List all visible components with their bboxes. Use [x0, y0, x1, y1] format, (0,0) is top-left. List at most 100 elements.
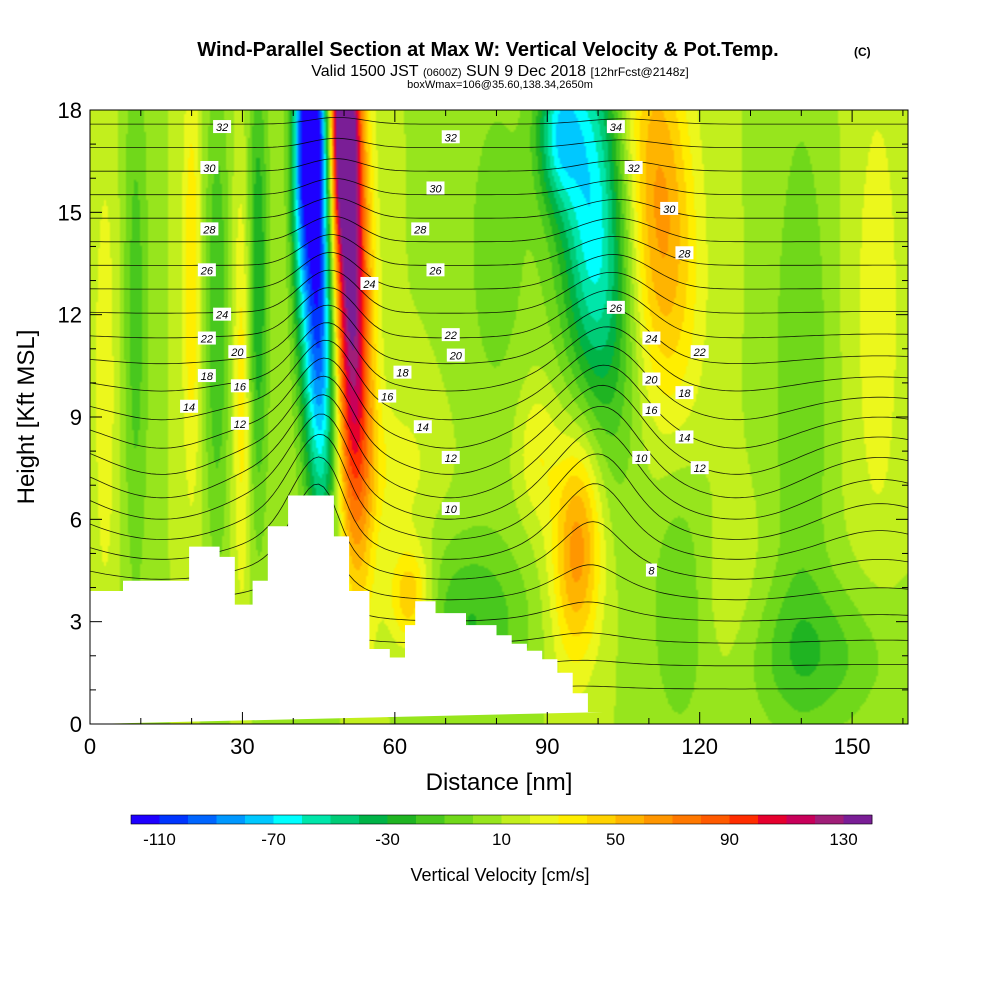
- theta-contour: [90, 322, 908, 392]
- colorbar-swatch: [330, 815, 360, 824]
- svg-text:26: 26: [428, 265, 442, 277]
- colorbar-label: Vertical Velocity [cm/s]: [410, 865, 589, 885]
- theta-contour: [90, 158, 908, 172]
- svg-text:28: 28: [202, 224, 216, 236]
- colorbar-swatch: [501, 815, 531, 824]
- svg-text:34: 34: [610, 122, 622, 134]
- svg-text:18: 18: [678, 388, 691, 400]
- contour-label: 14: [413, 420, 432, 434]
- x-tick-label: 120: [681, 734, 718, 759]
- colorbar-tick-label: 50: [606, 830, 625, 849]
- colorbar-swatch: [558, 815, 588, 824]
- svg-text:16: 16: [645, 405, 658, 417]
- svg-text:30: 30: [429, 183, 442, 195]
- svg-text:22: 22: [200, 334, 213, 346]
- contour-label: 30: [426, 181, 445, 195]
- svg-text:20: 20: [449, 351, 463, 363]
- colorbar-swatch: [530, 815, 559, 824]
- svg-text:32: 32: [216, 122, 228, 134]
- svg-text:12: 12: [694, 463, 706, 475]
- svg-text:14: 14: [678, 432, 690, 444]
- contour-label: 22: [197, 331, 216, 346]
- contour-label: 16: [230, 379, 249, 393]
- x-tick-label: 30: [230, 734, 254, 759]
- contour-label: 18: [393, 365, 412, 380]
- theta-contour: [90, 304, 908, 365]
- y-tick-label: 18: [58, 98, 82, 123]
- y-axis: 0 3 6 9 12 15 18: [58, 98, 908, 737]
- colorbar-swatch: [131, 815, 160, 824]
- svg-text:22: 22: [444, 330, 457, 342]
- svg-text:24: 24: [362, 279, 375, 291]
- theta-contour: [90, 177, 908, 196]
- colorbar-swatch: [444, 815, 474, 824]
- contour-label: 12: [230, 416, 249, 431]
- colorbar-swatch: [701, 815, 730, 824]
- svg-text:24: 24: [215, 310, 228, 322]
- contour-label: 24: [213, 307, 232, 322]
- svg-text:20: 20: [230, 347, 244, 359]
- forecast-info: [12hrFcst@2148z]: [591, 65, 689, 79]
- contour-label: 26: [606, 300, 625, 315]
- box-info: boxWmax=106@35.60,138.34,2650m: [407, 79, 593, 91]
- svg-text:30: 30: [203, 163, 216, 175]
- plot-area: 3230282624222018161412323028262422201816…: [89, 96, 909, 725]
- contour-label: 24: [642, 331, 661, 346]
- theta-contour: [90, 197, 908, 219]
- chart-title: Wind-Parallel Section at Max W: Vertical…: [197, 39, 778, 61]
- contour-label: 28: [200, 222, 219, 236]
- contour-label: 22: [441, 328, 460, 342]
- svg-text:24: 24: [644, 334, 657, 346]
- contour-label: 28: [411, 222, 430, 236]
- colorbar-swatch: [672, 815, 702, 824]
- title-mark: (C): [854, 45, 871, 59]
- contour-label: 28: [675, 246, 694, 260]
- contour-label: 18: [675, 386, 694, 400]
- contour-label: 32: [624, 160, 643, 175]
- contour-label: 26: [197, 263, 216, 277]
- x-tick-label: 0: [84, 734, 96, 759]
- theta-contour: [90, 96, 908, 101]
- svg-text:26: 26: [609, 303, 623, 315]
- contour-label: 12: [690, 461, 709, 475]
- colorbar-swatch: [359, 815, 388, 824]
- contour-label: 32: [441, 130, 460, 144]
- colorbar-swatch: [245, 815, 274, 824]
- theta-contour: [90, 251, 908, 290]
- svg-text:30: 30: [663, 204, 676, 216]
- theta-contour: [90, 375, 908, 475]
- contour-label: 30: [660, 201, 679, 216]
- x-axis: 0 30 60 90 120 150: [84, 110, 904, 759]
- y-tick-label: 0: [70, 712, 82, 737]
- colorbar-swatch: [273, 815, 303, 824]
- colorbar-swatch: [302, 815, 331, 824]
- svg-text:12: 12: [445, 453, 457, 465]
- colorbar-swatch: [758, 815, 787, 824]
- terrain-mask: [90, 495, 604, 724]
- colorbar-swatch: [159, 815, 189, 824]
- colorbar-swatch: [473, 815, 502, 824]
- theta-contour: [90, 357, 908, 449]
- x-tick-label: 150: [834, 734, 871, 759]
- contour-label: 10: [632, 450, 651, 465]
- valid-utc: (0600Z): [423, 67, 462, 79]
- theta-contour: [90, 339, 908, 421]
- theta-contour: [90, 394, 908, 499]
- contour-label: 16: [378, 389, 397, 404]
- colorbar-tick-label: -110: [143, 830, 176, 849]
- svg-text:22: 22: [693, 347, 706, 359]
- colorbar-swatch: [416, 815, 445, 824]
- contour-label: 32: [213, 120, 232, 134]
- colorbar-swatch: [815, 815, 844, 824]
- colorbar-swatch: [729, 815, 759, 824]
- svg-text:16: 16: [234, 381, 247, 393]
- theta-contour: [90, 413, 908, 520]
- colorbar: -110 -70 -30 10 50 90 130: [130, 814, 873, 849]
- colorbar-tick-label: -30: [375, 830, 400, 849]
- colorbar-swatch: [216, 815, 246, 824]
- subtitle-line: Valid 1500 JST (0600Z) SUN 9 Dec 2018 [1…: [311, 63, 689, 80]
- y-tick-label: 6: [70, 507, 82, 532]
- contour-label: 24: [360, 276, 379, 291]
- valid-label: Valid 1500 JST: [311, 63, 419, 80]
